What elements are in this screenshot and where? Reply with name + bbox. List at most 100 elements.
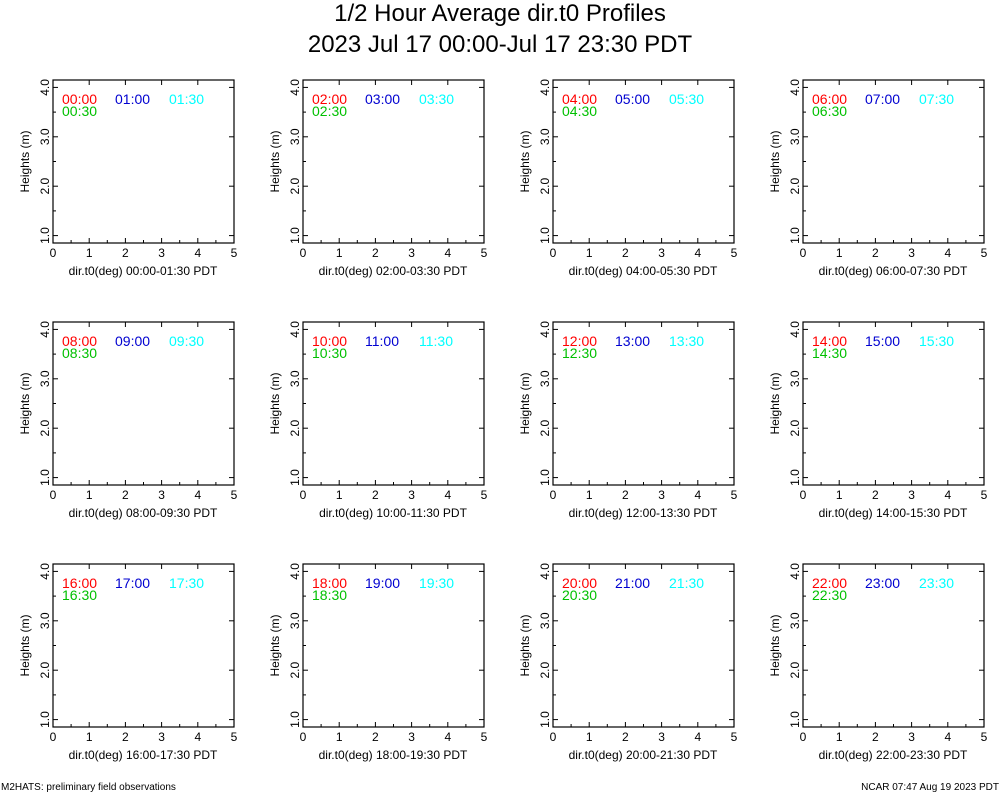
panel-2: 0 1 2 3 4 5 1.0 2.0 3.0 4.0 Heights (m) dir.t0(deg)… <box>268 79 488 278</box>
legend-label: 14:30 <box>812 345 847 361</box>
legend-label: 05:30 <box>669 91 704 107</box>
panel-3: 0 1 2 3 4 5 1.0 2.0 3.0 4.0 Heights (m) dir.t0(deg)… <box>518 79 738 278</box>
y-axis-label: Heights (m) <box>268 372 282 434</box>
x-tick-label: 1 <box>586 488 593 502</box>
x-tick-label: 4 <box>194 730 201 744</box>
legend-label: 17:30 <box>169 575 204 591</box>
legend-label: 01:00 <box>115 91 150 107</box>
x-tick-label: 3 <box>658 488 665 502</box>
x-tick-label: 2 <box>872 730 879 744</box>
y-tick-label: 2.0 <box>288 662 302 679</box>
x-tick-label: 4 <box>944 730 951 744</box>
legend-label: 04:00 <box>562 91 597 107</box>
x-axis-label: dir.t0(deg) 08:00-09:30 PDT <box>69 506 218 520</box>
legend-label: 12:30 <box>562 345 597 361</box>
y-tick-label: 3.0 <box>288 370 302 387</box>
x-tick-label: 3 <box>908 730 915 744</box>
y-axis-label: Heights (m) <box>268 130 282 192</box>
x-tick-label: 5 <box>981 246 988 260</box>
y-tick-label: 1.0 <box>538 711 552 728</box>
legend-label: 15:30 <box>919 333 954 349</box>
x-tick-label: 0 <box>300 488 307 502</box>
legend-label: 20:00 <box>562 575 597 591</box>
x-tick-label: 2 <box>622 246 629 260</box>
x-tick-label: 4 <box>444 730 451 744</box>
chart-subtitle: 2023 Jul 17 00:00-Jul 17 23:30 PDT <box>307 31 693 58</box>
legend-label: 18:30 <box>312 587 347 603</box>
legend-label: 18:00 <box>312 575 347 591</box>
y-tick-label: 4.0 <box>288 563 302 580</box>
x-tick-label: 3 <box>408 488 415 502</box>
y-axis-label: Heights (m) <box>18 372 32 434</box>
y-axis-label: Heights (m) <box>268 614 282 676</box>
legend-label: 19:00 <box>365 575 400 591</box>
x-tick-label: 4 <box>944 488 951 502</box>
x-axis-label: dir.t0(deg) 12:00-13:30 PDT <box>569 506 718 520</box>
y-tick-label: 1.0 <box>788 227 802 244</box>
y-tick-label: 1.0 <box>38 711 52 728</box>
x-tick-label: 4 <box>194 488 201 502</box>
legend-label: 13:00 <box>615 333 650 349</box>
legend-label: 23:00 <box>865 575 900 591</box>
x-tick-label: 0 <box>300 246 307 260</box>
y-tick-label: 2.0 <box>538 420 552 437</box>
x-tick-label: 5 <box>981 488 988 502</box>
y-tick-label: 3.0 <box>288 612 302 629</box>
legend-label: 06:30 <box>812 103 847 119</box>
legend-label: 21:30 <box>669 575 704 591</box>
legend-label: 15:00 <box>865 333 900 349</box>
x-tick-label: 1 <box>336 488 343 502</box>
y-axis-label: Heights (m) <box>768 130 782 192</box>
legend-label: 03:30 <box>419 91 454 107</box>
x-axis-label: dir.t0(deg) 10:00-11:30 PDT <box>319 506 468 520</box>
x-tick-label: 1 <box>86 730 93 744</box>
y-tick-label: 1.0 <box>288 469 302 486</box>
y-tick-label: 1.0 <box>538 227 552 244</box>
x-tick-label: 5 <box>481 246 488 260</box>
y-tick-label: 2.0 <box>38 178 52 195</box>
x-axis-label: dir.t0(deg) 14:00-15:30 PDT <box>819 506 968 520</box>
y-tick-label: 2.0 <box>788 662 802 679</box>
y-tick-label: 2.0 <box>538 662 552 679</box>
panel-7: 0 1 2 3 4 5 1.0 2.0 3.0 4.0 Heights (m) dir.t0(deg)… <box>518 321 738 520</box>
legend-label: 16:30 <box>62 587 97 603</box>
x-tick-label: 0 <box>550 488 557 502</box>
footer-timestamp: NCAR 07:47 Aug 19 2023 PDT <box>861 782 999 793</box>
panel-8: 0 1 2 3 4 5 1.0 2.0 3.0 4.0 Heights (m) dir.t0(deg)… <box>768 321 988 520</box>
legend-label: 08:00 <box>62 333 97 349</box>
x-tick-label: 1 <box>86 246 93 260</box>
y-tick-label: 4.0 <box>788 563 802 580</box>
legend-label: 13:30 <box>669 333 704 349</box>
y-axis-label: Heights (m) <box>518 130 532 192</box>
x-tick-label: 5 <box>731 730 738 744</box>
y-axis-label: Heights (m) <box>518 372 532 434</box>
y-tick-label: 3.0 <box>38 128 52 145</box>
panel-12: 0 1 2 3 4 5 1.0 2.0 3.0 4.0 Heights (m) dir.t0(deg)… <box>768 563 988 762</box>
x-tick-label: 1 <box>86 488 93 502</box>
y-axis-label: Heights (m) <box>18 130 32 192</box>
x-tick-label: 0 <box>50 730 57 744</box>
y-axis-label: Heights (m) <box>18 614 32 676</box>
x-tick-label: 3 <box>658 246 665 260</box>
x-tick-label: 4 <box>194 246 201 260</box>
legend-label: 12:00 <box>562 333 597 349</box>
x-axis-label: dir.t0(deg) 02:00-03:30 PDT <box>319 264 468 278</box>
legend-label: 11:00 <box>365 333 399 349</box>
legend-label: 08:30 <box>62 345 97 361</box>
x-tick-label: 3 <box>158 246 165 260</box>
y-tick-label: 3.0 <box>788 612 802 629</box>
x-tick-label: 0 <box>550 246 557 260</box>
x-tick-label: 1 <box>586 246 593 260</box>
x-tick-label: 1 <box>586 730 593 744</box>
x-tick-label: 2 <box>872 488 879 502</box>
x-axis-label: dir.t0(deg) 20:00-21:30 PDT <box>569 748 718 762</box>
x-tick-label: 2 <box>372 488 379 502</box>
y-axis-label: Heights (m) <box>518 614 532 676</box>
y-tick-label: 1.0 <box>38 227 52 244</box>
y-tick-label: 3.0 <box>788 128 802 145</box>
legend-label: 03:00 <box>365 91 400 107</box>
y-tick-label: 3.0 <box>538 128 552 145</box>
x-tick-label: 1 <box>336 246 343 260</box>
panel-6: 0 1 2 3 4 5 1.0 2.0 3.0 4.0 Heights (m) dir.t0(deg)… <box>268 321 488 520</box>
y-tick-label: 4.0 <box>38 79 52 96</box>
